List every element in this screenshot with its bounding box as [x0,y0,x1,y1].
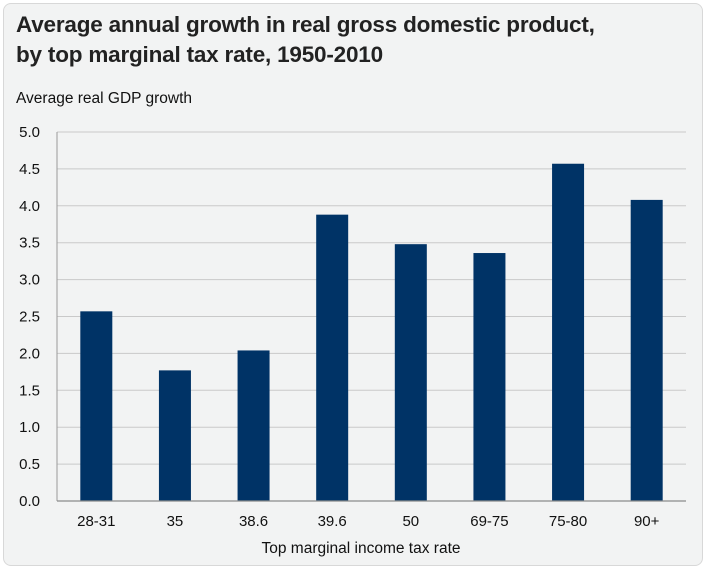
y-tick-label: 1.0 [19,419,40,436]
bar [394,244,427,501]
bar [473,253,506,501]
x-tick-label: 28-31 [77,513,115,530]
x-tick-label: 69-75 [470,513,508,530]
x-tick-label: 50 [402,513,419,530]
x-tick-label: 35 [167,513,184,530]
y-tick-label: 5.0 [19,124,40,141]
y-tick-label: 3.0 [19,272,40,289]
x-tick-label: 75-80 [549,513,587,530]
bar [316,214,349,501]
y-tick-label: 2.5 [19,309,40,326]
chart-title-line-2: by top marginal tax rate, 1950-2010 [16,42,383,67]
chart-title-line-1: Average annual growth in real gross dome… [16,12,595,37]
y-tick-label: 4.5 [19,161,40,178]
y-tick-label: 3.5 [19,235,40,252]
y-tick-label: 0.0 [19,493,40,510]
x-tick-label: 39.6 [318,513,347,530]
x-axis-label: Top marginal income tax rate [261,540,461,557]
chart-frame [3,3,703,566]
x-tick-label: 90+ [634,513,660,530]
y-tick-label: 4.0 [19,198,40,215]
y-tick-label: 2.0 [19,345,40,362]
bar [552,163,585,501]
bar [237,350,270,501]
chart-title: Average annual growth in real gross dome… [16,10,696,70]
y-tick-label: 0.5 [19,456,40,473]
y-tick-label: 1.5 [19,382,40,399]
y-axis-label: Average real GDP growth [16,90,193,107]
bar [630,199,663,501]
bar [80,311,113,501]
x-tick-label: 38.6 [239,513,268,530]
bar [158,370,191,501]
